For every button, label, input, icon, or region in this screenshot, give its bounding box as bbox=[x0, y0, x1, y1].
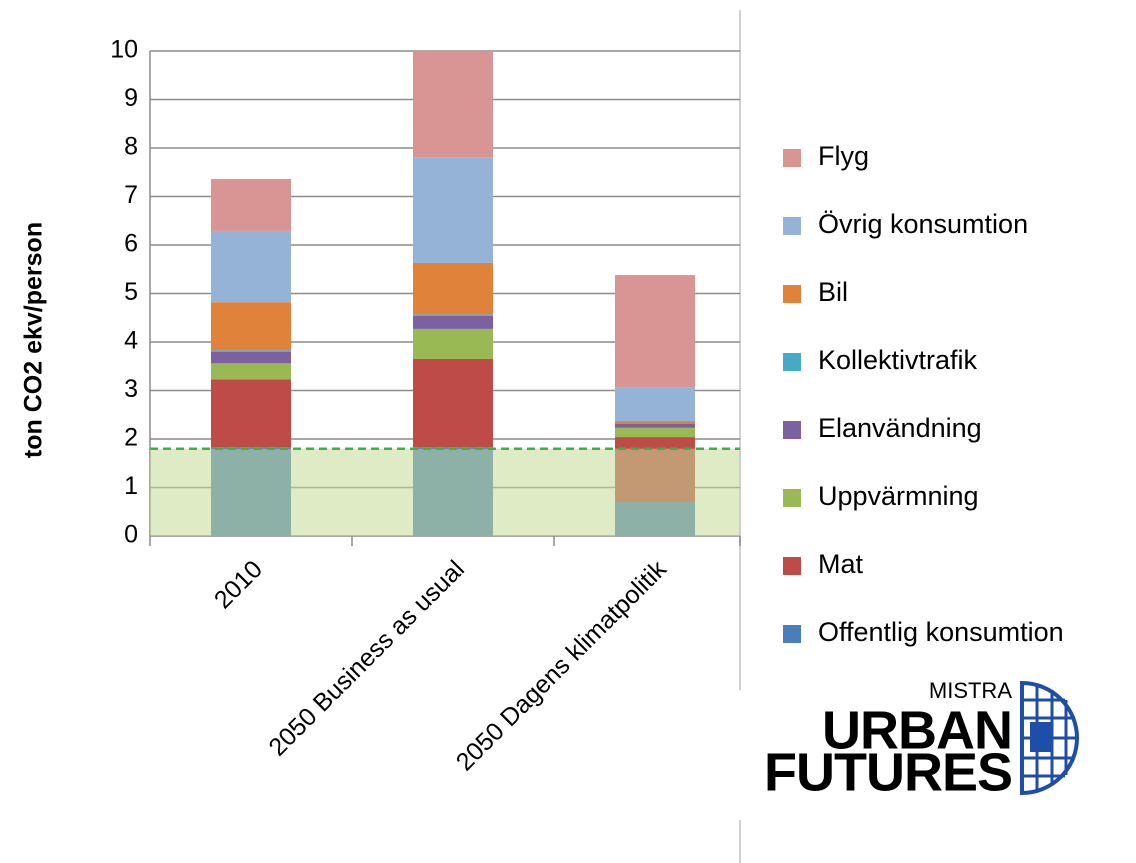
y-tick-label: 6 bbox=[124, 230, 138, 258]
logo-block bbox=[1030, 722, 1052, 752]
bar-segment bbox=[211, 230, 291, 303]
legend-swatch bbox=[783, 489, 801, 507]
bar-segment bbox=[211, 302, 291, 351]
bar-segment bbox=[413, 51, 493, 158]
legend-label: Övrig konsumtion bbox=[818, 209, 1028, 239]
bar-segment bbox=[615, 275, 695, 388]
bar-segment bbox=[211, 179, 291, 231]
legend-swatch bbox=[783, 421, 801, 439]
bar-segment bbox=[413, 262, 493, 315]
y-tick-label: 2 bbox=[124, 424, 138, 452]
legend-swatch bbox=[783, 557, 801, 575]
y-tick-label: 7 bbox=[124, 181, 138, 209]
bar-segment bbox=[211, 379, 291, 448]
legend-label: Elanvändning bbox=[818, 413, 982, 443]
y-tick-label: 3 bbox=[124, 375, 138, 403]
legend-label: Kollektivtrafik bbox=[818, 345, 978, 375]
y-axis-label: ton CO2 ekv/person bbox=[20, 222, 48, 458]
y-tick-label: 8 bbox=[124, 133, 138, 161]
bar-segment bbox=[615, 421, 695, 423]
bar-segment bbox=[615, 427, 695, 438]
legend-label: Offentlig konsumtion bbox=[818, 617, 1064, 647]
y-tick-label: 10 bbox=[110, 36, 138, 64]
bar-segment bbox=[413, 315, 493, 329]
legend-swatch bbox=[783, 353, 801, 371]
x-tick-label: 2050 Dagens klimatpolitik bbox=[451, 555, 673, 777]
bar-segment bbox=[413, 314, 493, 316]
target-band bbox=[150, 448, 740, 536]
bar-segment bbox=[615, 422, 695, 424]
legend-label: Uppvärmning bbox=[818, 481, 979, 511]
legend-swatch bbox=[783, 625, 801, 643]
logo-top: MISTRA bbox=[929, 678, 1012, 703]
bar-segment bbox=[413, 358, 493, 448]
y-tick-label: 1 bbox=[124, 472, 138, 500]
logo-middle: URBAN bbox=[822, 700, 1012, 760]
legend-swatch bbox=[783, 149, 801, 167]
y-tick-label: 9 bbox=[124, 84, 138, 112]
bar-segment bbox=[615, 423, 695, 428]
legend-label: Mat bbox=[818, 549, 864, 579]
bar-segment bbox=[413, 328, 493, 359]
legend-label: Bil bbox=[818, 277, 848, 307]
x-tick-label: 2010 bbox=[209, 555, 268, 614]
logo-bottom: FUTURES bbox=[764, 742, 1012, 802]
y-tick-label: 4 bbox=[124, 327, 138, 355]
legend-swatch bbox=[783, 217, 801, 235]
y-tick-label: 5 bbox=[124, 278, 138, 306]
bar-segment bbox=[211, 363, 291, 380]
bar-segment bbox=[211, 350, 291, 352]
y-tick-label: 0 bbox=[124, 521, 138, 549]
logo: MISTRA URBAN FUTURES bbox=[764, 678, 1079, 802]
legend-label: Flyg bbox=[818, 141, 869, 171]
bar-segment bbox=[413, 157, 493, 263]
bar-segment bbox=[615, 387, 695, 422]
legend-swatch bbox=[783, 285, 801, 303]
x-tick-label: 2050 Business as usual bbox=[263, 555, 470, 762]
bar-segment bbox=[211, 351, 291, 364]
